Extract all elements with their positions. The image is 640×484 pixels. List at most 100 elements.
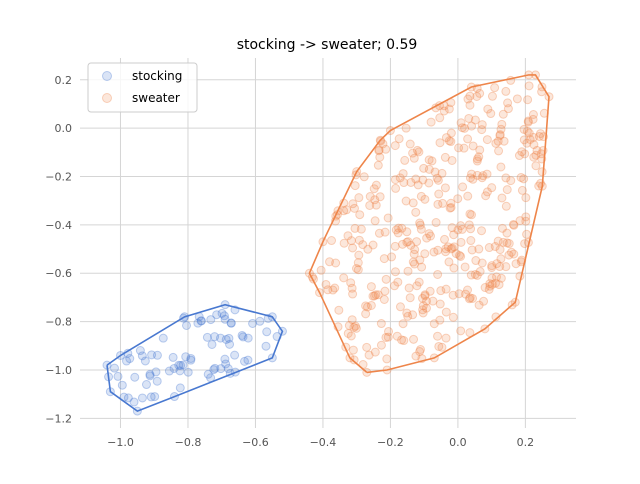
- scatter-point-sweater: [433, 331, 443, 341]
- scatter-point-sweater: [401, 123, 411, 133]
- scatter-point-sweater: [478, 171, 488, 181]
- scatter-point-sweater: [378, 139, 388, 149]
- scatter-point-sweater: [412, 237, 422, 247]
- scatter-point-sweater: [334, 305, 344, 315]
- scatter-point-sweater: [512, 94, 522, 104]
- scatter-point-sweater: [493, 136, 503, 146]
- scatter-point-stocking: [212, 310, 222, 320]
- scatter-point-sweater: [430, 167, 440, 177]
- scatter-point-sweater: [397, 223, 407, 233]
- scatter-point-sweater: [496, 162, 506, 172]
- scatter-point-sweater: [371, 200, 381, 210]
- scatter-point-sweater: [501, 173, 511, 183]
- scatter-point-sweater: [406, 177, 416, 187]
- scatter-point-sweater: [520, 149, 530, 159]
- scatter-point-sweater: [408, 257, 418, 267]
- scatter-point-sweater: [321, 279, 331, 289]
- scatter-point-sweater: [463, 191, 473, 201]
- scatter-point-sweater: [323, 285, 333, 295]
- scatter-point-stocking: [262, 327, 272, 337]
- scatter-point-sweater: [498, 109, 508, 119]
- scatter-point-sweater: [464, 113, 474, 123]
- scatter-point-sweater: [353, 265, 363, 275]
- scatter-point-sweater: [528, 132, 538, 142]
- scatter-point-sweater: [466, 224, 476, 234]
- scatter-point-sweater: [364, 350, 374, 360]
- scatter-point-sweater: [466, 236, 476, 246]
- scatter-point-stocking: [169, 363, 179, 373]
- scatter-point-sweater: [422, 233, 432, 243]
- scatter-point-sweater: [496, 254, 506, 264]
- scatter-point-sweater: [325, 257, 335, 267]
- scatter-point-sweater: [506, 176, 516, 186]
- scatter-point-sweater: [490, 242, 500, 252]
- scatter-point-sweater: [359, 172, 369, 182]
- scatter-point-sweater: [528, 110, 538, 120]
- scatter-point-sweater: [522, 126, 532, 136]
- scatter-point-sweater: [531, 150, 541, 160]
- scatter-point-sweater: [413, 180, 423, 190]
- scatter-point-sweater: [472, 156, 482, 166]
- scatter-point-sweater: [444, 136, 454, 146]
- scatter-point-sweater: [446, 244, 456, 254]
- x-tick-label: −1.0: [107, 436, 134, 449]
- scatter-point-sweater: [424, 155, 434, 165]
- scatter-point-sweater: [405, 139, 415, 149]
- scatter-point-sweater: [520, 239, 530, 249]
- y-tick-label: −0.4: [45, 219, 72, 232]
- scatter-point-sweater: [517, 147, 527, 157]
- scatter-point-sweater: [440, 152, 450, 162]
- scatter-point-sweater: [507, 247, 517, 257]
- scatter-point-stocking: [210, 363, 220, 373]
- scatter-point-sweater: [468, 141, 478, 151]
- scatter-point-sweater: [477, 258, 487, 268]
- scatter-point-sweater: [444, 104, 454, 114]
- scatter-point-sweater: [502, 228, 512, 238]
- scatter-point-sweater: [475, 267, 485, 277]
- scatter-point-sweater: [381, 274, 391, 284]
- scatter-point-stocking: [202, 332, 212, 342]
- scatter-point-sweater: [456, 251, 466, 261]
- scatter-point-stocking: [129, 397, 139, 407]
- scatter-point-sweater: [519, 124, 529, 134]
- scatter-point-sweater: [420, 290, 430, 300]
- scatter-point-sweater: [482, 187, 492, 197]
- scatter-point-sweater: [467, 245, 477, 255]
- legend-label-stocking: stocking: [132, 69, 182, 83]
- scatter-point-sweater: [391, 183, 401, 193]
- scatter-point-sweater: [350, 181, 360, 191]
- scatter-point-sweater: [402, 308, 412, 318]
- scatter-point-sweater: [409, 249, 419, 259]
- scatter-point-stocking: [243, 333, 253, 343]
- scatter-point-sweater: [459, 143, 469, 153]
- scatter-point-sweater: [416, 224, 426, 234]
- scatter-point-sweater: [457, 224, 467, 234]
- scatter-point-sweater: [504, 250, 514, 260]
- scatter-point-sweater: [382, 354, 392, 364]
- scatter-point-stocking: [238, 332, 248, 342]
- scatter-point-sweater: [412, 145, 422, 155]
- scatter-point-sweater: [374, 145, 384, 155]
- scatter-point-stocking: [255, 316, 265, 326]
- scatter-point-sweater: [327, 236, 337, 246]
- scatter-point-sweater: [429, 319, 439, 329]
- scatter-point-sweater: [362, 302, 372, 312]
- scatter-point-sweater: [355, 210, 365, 220]
- scatter-point-sweater: [456, 221, 466, 231]
- scatter-point-sweater: [412, 281, 422, 291]
- scatter-point-sweater: [461, 289, 471, 299]
- scatter-point-sweater: [446, 202, 456, 212]
- scatter-point-sweater: [446, 137, 456, 147]
- scatter-point-sweater: [399, 336, 409, 346]
- scatter-point-stocking: [183, 367, 193, 377]
- scatter-point-stocking: [216, 364, 226, 374]
- scatter-point-sweater: [350, 223, 360, 233]
- scatter-point-sweater: [401, 196, 411, 206]
- scatter-point-sweater: [348, 345, 358, 355]
- scatter-point-sweater: [361, 309, 371, 319]
- scatter-point-sweater: [503, 104, 513, 114]
- scatter-point-stocking: [113, 371, 123, 381]
- scatter-point-stocking: [226, 318, 236, 328]
- scatter-point-sweater: [420, 249, 430, 259]
